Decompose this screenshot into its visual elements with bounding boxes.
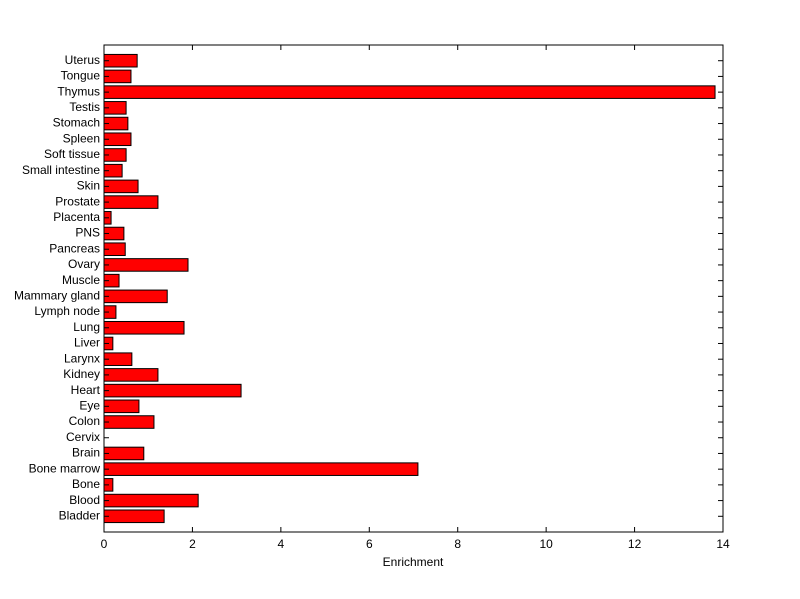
bar — [103, 179, 139, 194]
y-tick-label: Stomach — [53, 116, 100, 130]
y-tick-label: Liver — [74, 336, 100, 350]
x-tick-label: 10 — [539, 537, 553, 551]
y-tick-label: Lung — [73, 320, 100, 334]
bar — [103, 320, 185, 335]
y-tick-label: Testis — [69, 100, 100, 114]
y-tick-label: Lymph node — [34, 304, 100, 318]
plot-box — [103, 44, 724, 533]
x-tick-label: 2 — [189, 537, 196, 551]
y-tick-label: Skin — [77, 179, 100, 193]
y-tick-label: PNS — [75, 226, 100, 240]
y-tick-label: Heart — [71, 383, 101, 397]
y-tick-label: Bone — [72, 477, 100, 491]
y-tick-label: Placenta — [53, 210, 100, 224]
y-tick-label: Tongue — [61, 69, 101, 83]
y-tick-label: Muscle — [62, 273, 100, 287]
y-tick-label: Blood — [69, 493, 100, 507]
x-tick-label: 14 — [716, 537, 730, 551]
y-tick-label: Soft tissue — [44, 147, 100, 161]
y-tick-label: Cervix — [66, 430, 100, 444]
bar — [103, 195, 159, 209]
y-tick-label: Colon — [69, 414, 100, 428]
bar — [103, 258, 189, 272]
x-tick-label: 6 — [366, 537, 373, 551]
y-tick-label: Thymus — [57, 84, 100, 98]
y-tick-label: Small intestine — [22, 163, 100, 177]
bar — [103, 289, 168, 304]
y-tick-label: Ovary — [68, 257, 100, 271]
x-tick-label: 4 — [278, 537, 285, 551]
x-tick-label: 0 — [101, 537, 108, 551]
bar — [103, 415, 155, 429]
y-tick-label: Uterus — [65, 53, 100, 67]
y-tick-label: Kidney — [63, 367, 100, 381]
y-tick-label: Bladder — [59, 508, 100, 522]
bar — [103, 509, 165, 524]
y-tick-label: Eye — [79, 398, 100, 412]
x-tick-label: 8 — [454, 537, 461, 551]
y-tick-label: Prostate — [55, 194, 100, 208]
y-tick-label: Spleen — [63, 131, 100, 145]
y-tick-label: Bone marrow — [29, 461, 101, 475]
bar — [103, 399, 140, 414]
bar — [103, 368, 159, 382]
bar — [103, 493, 199, 508]
bar — [103, 85, 716, 99]
y-tick-label: Mammary gland — [14, 289, 100, 303]
bar — [103, 383, 242, 398]
bar — [103, 462, 419, 476]
y-tick-label: Pancreas — [49, 241, 100, 255]
x-axis-label: Enrichment — [383, 555, 444, 569]
y-tick-label: Larynx — [64, 351, 100, 365]
y-tick-label: Brain — [72, 446, 100, 460]
bar — [103, 446, 145, 461]
x-tick-label: 12 — [628, 537, 642, 551]
